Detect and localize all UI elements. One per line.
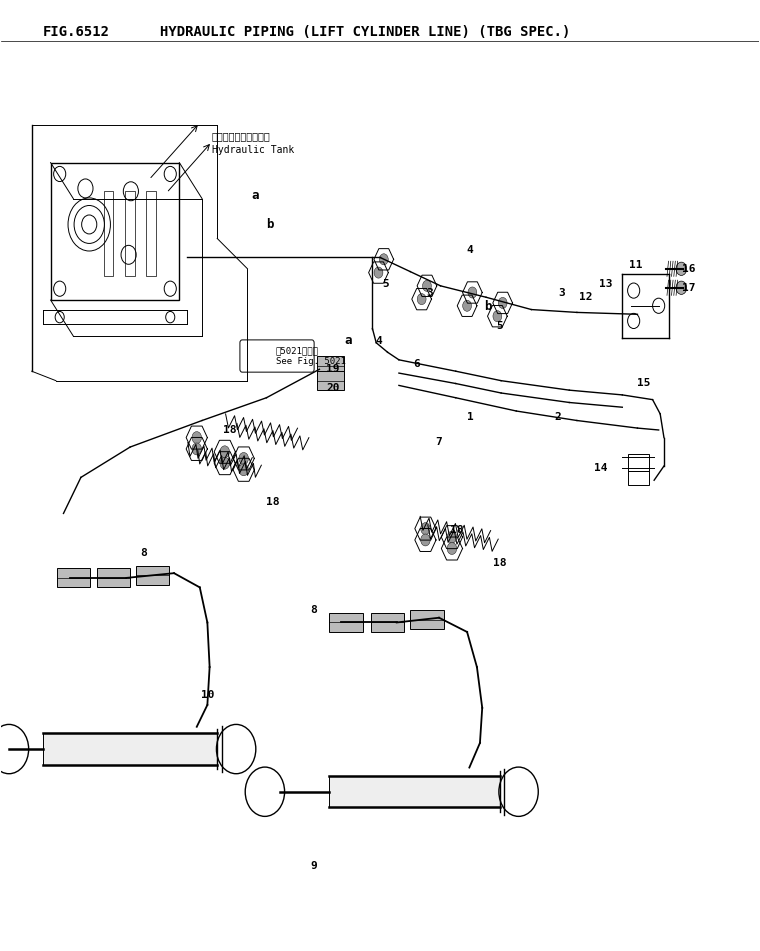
Polygon shape — [57, 569, 90, 588]
Text: 18: 18 — [493, 557, 506, 568]
Circle shape — [493, 311, 502, 321]
Circle shape — [239, 464, 249, 476]
Text: 12: 12 — [579, 292, 593, 302]
Circle shape — [447, 532, 457, 543]
Polygon shape — [317, 371, 344, 390]
Text: 3: 3 — [426, 288, 432, 299]
Text: Hydraulic Tank: Hydraulic Tank — [212, 146, 294, 155]
Circle shape — [220, 457, 230, 469]
Text: 1: 1 — [467, 412, 474, 421]
Circle shape — [676, 262, 687, 276]
Text: b: b — [267, 218, 274, 231]
Text: 2: 2 — [555, 412, 562, 421]
Polygon shape — [136, 566, 169, 585]
Text: 3: 3 — [559, 288, 565, 299]
Circle shape — [447, 542, 457, 554]
Text: 4: 4 — [375, 336, 382, 346]
Text: 15: 15 — [637, 378, 651, 388]
Polygon shape — [329, 613, 363, 632]
Circle shape — [463, 301, 471, 311]
Text: 20: 20 — [326, 383, 340, 394]
Text: a: a — [252, 189, 259, 203]
Text: 6: 6 — [413, 359, 420, 369]
Circle shape — [676, 281, 687, 295]
Text: 19: 19 — [326, 364, 340, 375]
Text: 14: 14 — [594, 463, 608, 473]
Text: 4: 4 — [466, 244, 473, 255]
Circle shape — [499, 298, 507, 308]
Text: 13: 13 — [599, 279, 613, 289]
Circle shape — [220, 446, 230, 457]
Circle shape — [417, 294, 426, 304]
Text: 18: 18 — [451, 526, 464, 535]
Text: 17: 17 — [682, 282, 695, 293]
Text: b: b — [484, 301, 491, 313]
Circle shape — [468, 287, 477, 298]
Text: 18: 18 — [223, 425, 237, 435]
Text: 第5021図参照: 第5021図参照 — [276, 346, 318, 355]
Polygon shape — [410, 611, 444, 630]
Text: 11: 11 — [629, 260, 643, 270]
Circle shape — [374, 267, 383, 278]
Circle shape — [421, 534, 430, 546]
Text: 8: 8 — [310, 605, 317, 615]
Text: 9: 9 — [310, 862, 317, 871]
Circle shape — [192, 443, 201, 455]
Text: 5: 5 — [383, 279, 389, 289]
Text: FIG.6512: FIG.6512 — [43, 25, 110, 39]
Polygon shape — [97, 569, 130, 588]
Polygon shape — [371, 613, 404, 632]
Circle shape — [421, 523, 430, 534]
Text: 8: 8 — [141, 549, 147, 558]
Text: ハイドロリックタンク: ハイドロリックタンク — [212, 131, 271, 141]
Text: HYDRAULIC PIPING (LIFT CYLINDER LINE) (TBG SPEC.): HYDRAULIC PIPING (LIFT CYLINDER LINE) (T… — [160, 25, 571, 39]
Text: See Fig. 5021: See Fig. 5021 — [276, 358, 345, 366]
Text: a: a — [344, 335, 352, 347]
Circle shape — [423, 281, 432, 291]
Text: 5: 5 — [496, 320, 503, 331]
Circle shape — [379, 254, 388, 264]
Text: 7: 7 — [435, 437, 442, 447]
Polygon shape — [317, 356, 344, 375]
Circle shape — [192, 432, 201, 443]
Text: 10: 10 — [201, 690, 214, 701]
Text: 18: 18 — [266, 497, 279, 507]
Circle shape — [239, 453, 249, 464]
Text: 16: 16 — [682, 263, 695, 274]
